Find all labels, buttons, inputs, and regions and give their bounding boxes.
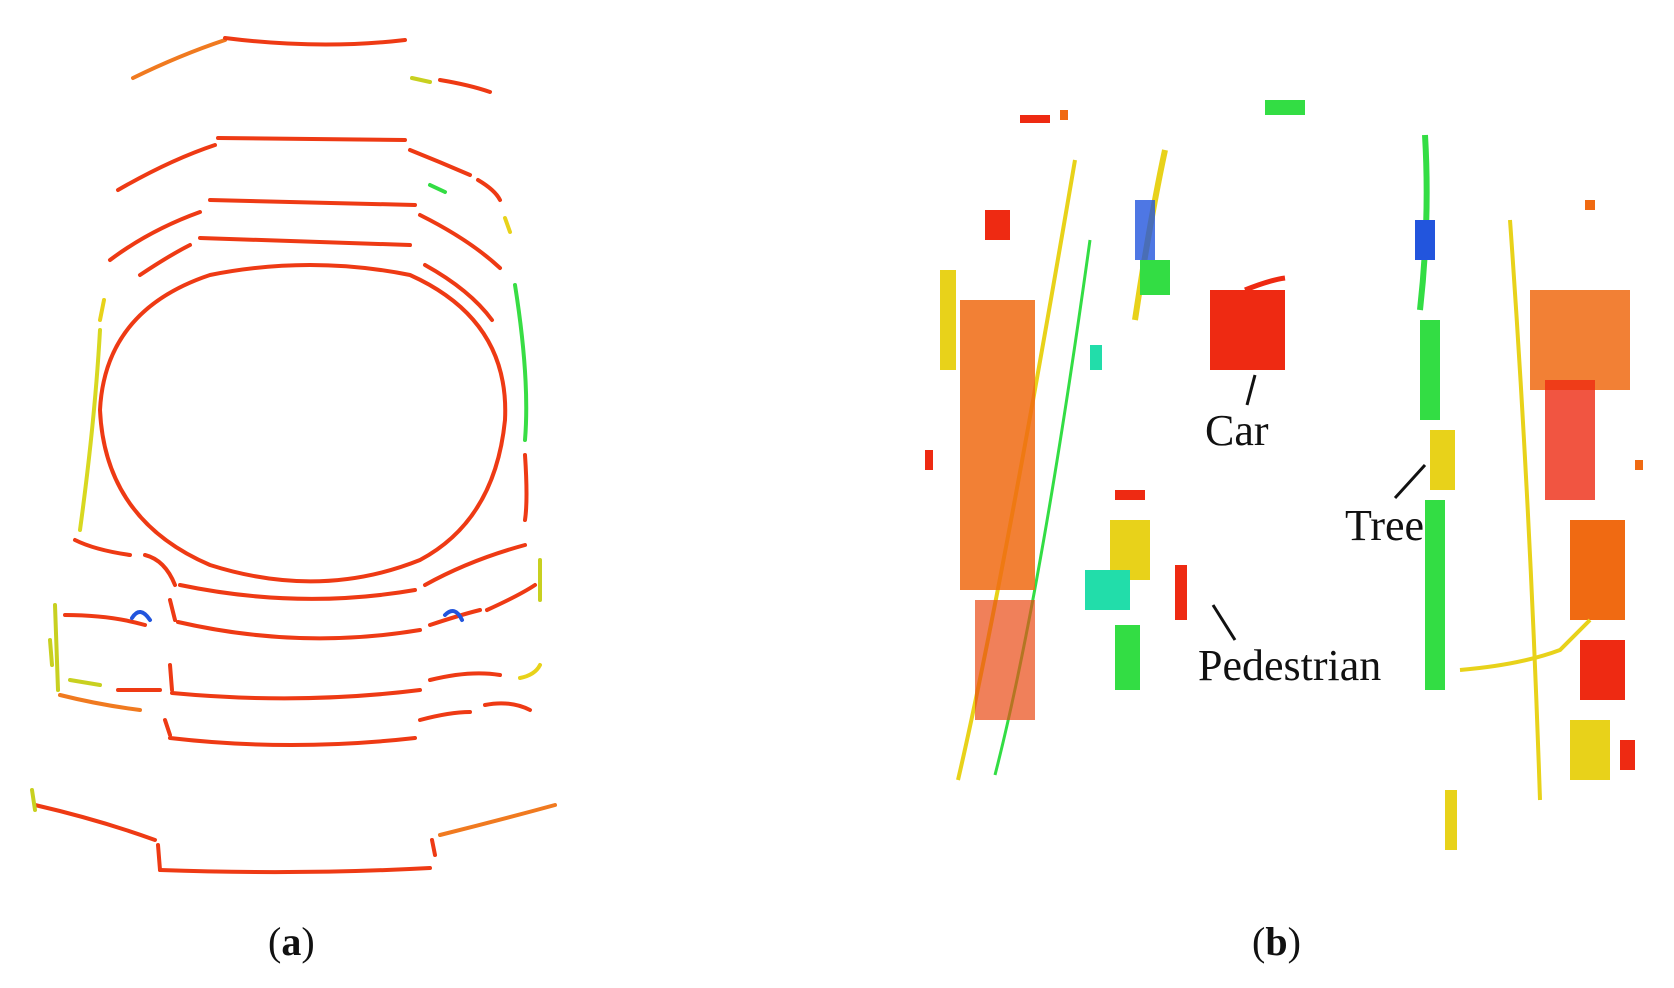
right-vegetation: [1459, 219, 1635, 801]
ring-6: [63, 583, 537, 641]
panel-b-street-scan: [925, 100, 1643, 850]
pedestrian-leader: [1211, 604, 1237, 641]
ring-5: [73, 538, 527, 601]
ring-accents: [130, 183, 464, 622]
panel-a-ring-scan: [30, 36, 557, 875]
tree-label: Tree: [1345, 501, 1424, 550]
ring-3: [78, 198, 529, 532]
ring-4: [138, 236, 494, 322]
ring-9: [30, 788, 557, 875]
pedestrian-label: Pedestrian: [1198, 641, 1381, 690]
ring-2: [116, 136, 512, 234]
ring-7: [53, 558, 542, 701]
ring-1: [131, 36, 492, 94]
caption-b: (b): [1252, 919, 1301, 964]
leader-lines: [1211, 374, 1427, 641]
car-label: Car: [1205, 406, 1269, 455]
right-tree-column: [1415, 134, 1457, 850]
left-tree-column: [1132, 149, 1170, 321]
car: [1210, 275, 1286, 370]
car-leader: [1245, 374, 1257, 406]
left-vegetation: [940, 159, 1092, 781]
pedestrian: [1085, 520, 1187, 690]
caption-a: (a): [268, 919, 315, 964]
ring-8: [48, 638, 532, 747]
tree-leader: [1393, 463, 1427, 500]
scatter-points: [925, 100, 1643, 500]
inner-ellipse: [97, 263, 508, 584]
